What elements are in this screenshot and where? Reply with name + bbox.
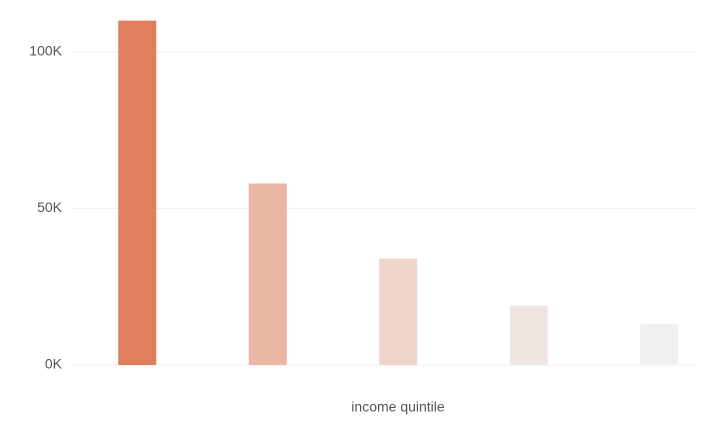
bar bbox=[509, 305, 548, 365]
bar bbox=[118, 20, 157, 366]
y-tick-label: 100K bbox=[29, 43, 62, 59]
x-axis-label: income quintile bbox=[351, 399, 445, 415]
y-tick-label: 0K bbox=[45, 356, 63, 372]
bar bbox=[640, 324, 679, 365]
y-tick-label: 50K bbox=[37, 199, 63, 215]
bar bbox=[248, 183, 287, 365]
bar bbox=[379, 258, 418, 365]
